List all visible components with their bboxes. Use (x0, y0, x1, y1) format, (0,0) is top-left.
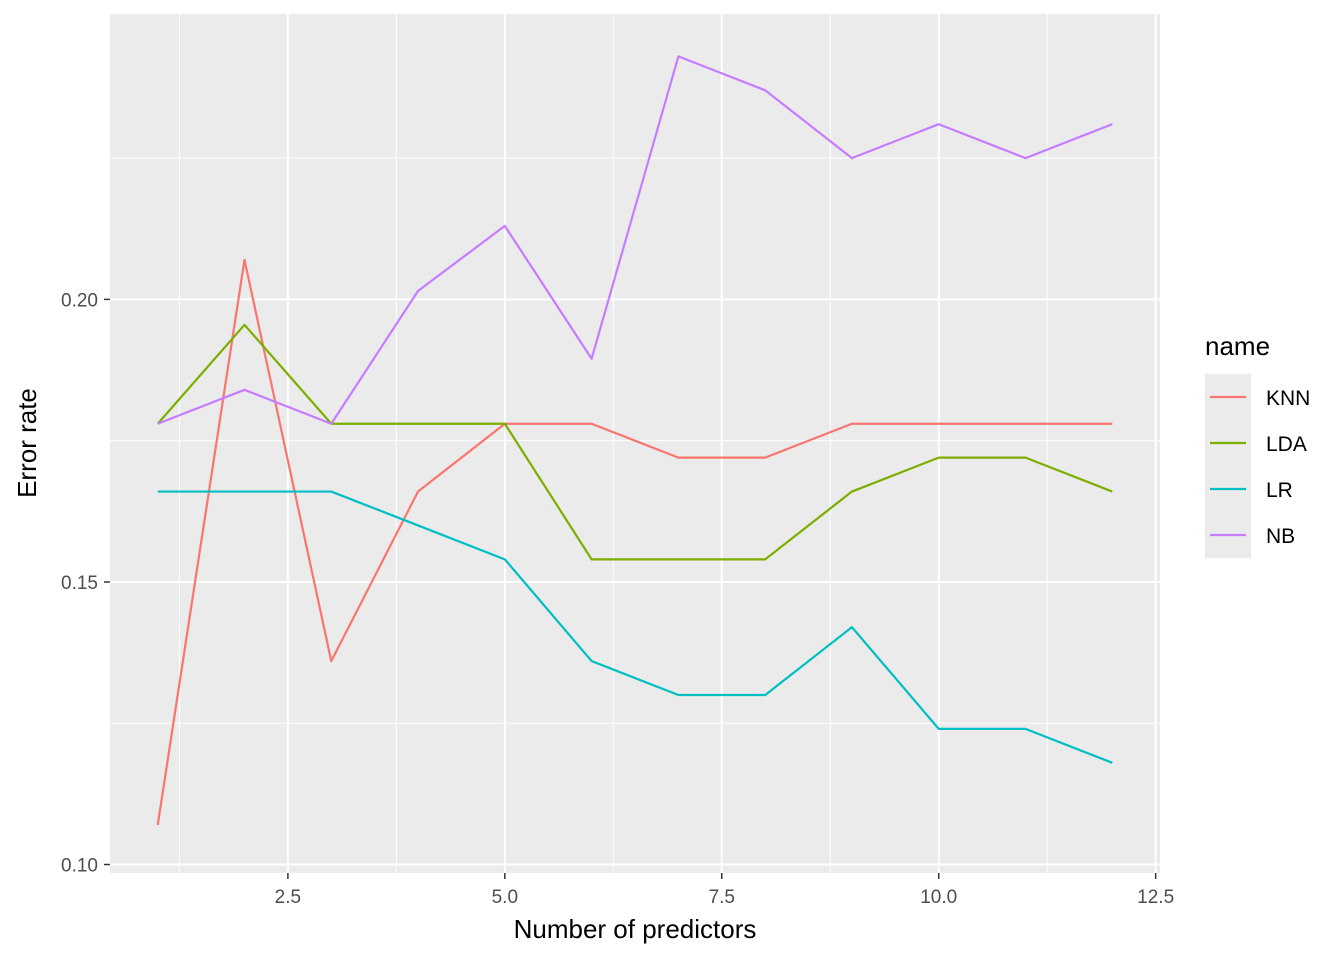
series-line-lda (156, 323, 1113, 561)
x-tick-label: 10.0 (920, 887, 957, 908)
legend: name KNN LDA LR NB (1205, 331, 1310, 558)
series-line-nb (157, 55, 1113, 425)
x-axis-title: Number of predictors (514, 914, 757, 944)
x-tick-label: 7.5 (709, 887, 735, 908)
legend-label-nb: NB (1266, 525, 1295, 548)
x-tick-label: 12.5 (1137, 887, 1174, 908)
x-tick-label: 5.0 (492, 887, 518, 908)
legend-label-lda: LDA (1266, 433, 1307, 456)
y-axis: 0.10 0.15 0.20 (61, 290, 110, 877)
y-tick-label: 0.20 (61, 290, 98, 311)
y-tick-label: 0.15 (61, 573, 98, 594)
plot-panel (110, 14, 1160, 873)
legend-label-lr: LR (1266, 479, 1293, 502)
x-tick-label: 2.5 (275, 887, 301, 908)
legend-keys: KNN LDA LR NB (1205, 374, 1310, 558)
series-line-knn (156, 258, 1113, 826)
major-gridlines (110, 14, 1160, 873)
y-axis-title: Error rate (12, 388, 42, 498)
y-tick-label: 0.10 (61, 856, 98, 877)
series-lines (156, 55, 1113, 826)
legend-label-knn: KNN (1266, 387, 1310, 410)
x-axis: 2.5 5.0 7.5 10.0 12.5 (275, 873, 1174, 908)
series-line-lr (157, 490, 1113, 764)
legend-title: name (1205, 331, 1270, 361)
